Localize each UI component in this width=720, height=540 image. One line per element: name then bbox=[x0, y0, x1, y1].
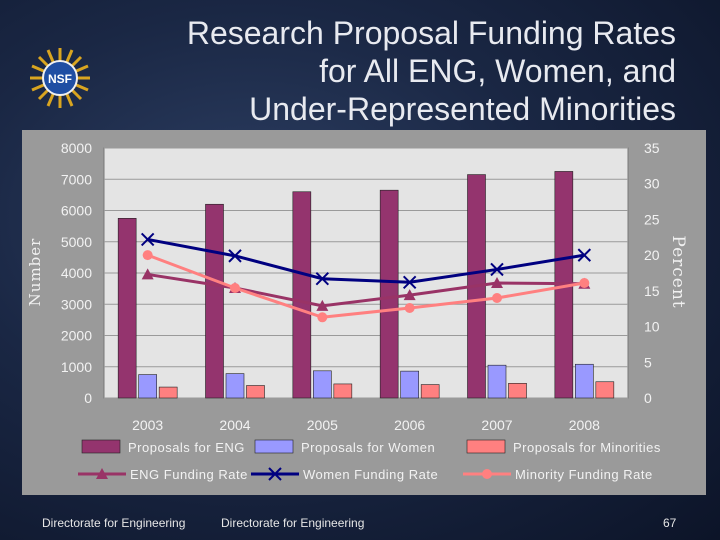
y2-tick-label: 25 bbox=[644, 211, 660, 227]
marker-circle bbox=[404, 303, 415, 313]
right-axis-ticks: 0 5 10 15 20 25 30 35 bbox=[644, 140, 660, 406]
y2-axis-title: Percent bbox=[668, 235, 688, 308]
bar bbox=[138, 374, 157, 399]
y-tick-label: 8000 bbox=[61, 140, 92, 156]
legend-label: Proposals for ENG bbox=[128, 440, 245, 455]
marker-x bbox=[490, 262, 504, 277]
bar bbox=[333, 383, 353, 399]
y2-tick-label: 20 bbox=[644, 247, 660, 263]
legend-swatch bbox=[81, 439, 121, 454]
y-tick-label: 0 bbox=[84, 390, 92, 406]
x-tick-label: 2004 bbox=[219, 417, 250, 433]
bar bbox=[379, 189, 399, 399]
y2-tick-label: 0 bbox=[644, 390, 652, 406]
bar bbox=[420, 384, 440, 399]
marker-circle bbox=[142, 250, 153, 261]
marker-circle bbox=[230, 283, 240, 293]
marker-x bbox=[140, 232, 155, 247]
y2-tick-label: 15 bbox=[644, 283, 660, 299]
marker-triangle bbox=[491, 277, 503, 288]
y2-tick-label: 5 bbox=[644, 354, 652, 370]
left-axis-ticks: 0 1000 2000 3000 4000 5000 6000 7000 8000 bbox=[61, 140, 92, 406]
footer-center: Directorate for Engineering bbox=[221, 516, 365, 530]
marker-x bbox=[402, 275, 417, 289]
marker-triangle bbox=[403, 289, 416, 301]
nsf-logo-globe bbox=[42, 60, 78, 96]
series-line bbox=[147, 272, 585, 308]
y-axis-title: Number bbox=[26, 238, 44, 307]
nsf-logo-text: NSF bbox=[48, 72, 72, 86]
y-tick-label: 7000 bbox=[61, 171, 92, 187]
bar bbox=[595, 381, 615, 399]
marker-triangle bbox=[96, 468, 108, 479]
x-tick-label: 2006 bbox=[394, 417, 425, 433]
bar bbox=[487, 364, 507, 399]
marker-x bbox=[315, 272, 330, 286]
bar bbox=[117, 218, 137, 399]
marker-circle bbox=[317, 312, 328, 323]
line-series bbox=[140, 232, 592, 323]
nsf-logo: NSF bbox=[30, 48, 90, 108]
title-line-3: Under-Represented Minorities bbox=[249, 91, 676, 127]
title-line-2: for All ENG, Women, and bbox=[319, 53, 676, 89]
legend-label: Proposals for Minorities bbox=[513, 440, 661, 455]
y-tick-label: 4000 bbox=[61, 265, 92, 281]
bar bbox=[508, 383, 527, 399]
bar bbox=[400, 370, 419, 399]
chart-panel: 0 1000 2000 3000 4000 5000 6000 7000 8000 0 5 10 15… bbox=[22, 130, 706, 495]
y-tick-label: 2000 bbox=[61, 328, 92, 344]
series-line bbox=[147, 253, 585, 319]
series-line bbox=[147, 237, 585, 284]
title-line-1: Research Proposal Funding Rates bbox=[186, 15, 676, 51]
footer-left: Directorate for Engineering bbox=[42, 516, 186, 530]
legend-label: ENG Funding Rate bbox=[130, 467, 248, 482]
bar bbox=[246, 385, 265, 399]
y2-tick-label: 35 bbox=[644, 140, 660, 156]
bar bbox=[158, 386, 178, 399]
y-tick-label: 6000 bbox=[61, 203, 92, 219]
bar bbox=[205, 203, 224, 399]
bar bbox=[292, 191, 312, 399]
marker-triangle bbox=[316, 299, 329, 311]
x-tick-label: 2003 bbox=[132, 417, 163, 433]
y2-tick-label: 10 bbox=[644, 319, 660, 335]
x-tick-label: 2005 bbox=[307, 417, 338, 433]
legend-swatch bbox=[466, 439, 506, 454]
gridlines bbox=[104, 147, 628, 399]
y-tick-label: 3000 bbox=[61, 296, 92, 312]
marker-x bbox=[268, 467, 282, 481]
slide-title: Research Proposal Funding Rates for All … bbox=[110, 14, 676, 128]
legend-label: Minority Funding Rate bbox=[515, 467, 653, 482]
bar bbox=[575, 363, 594, 399]
marker-x bbox=[577, 248, 592, 262]
marker-triangle bbox=[141, 268, 154, 280]
funding-chart: 0 1000 2000 3000 4000 5000 6000 7000 8000 0 5 10 15… bbox=[26, 140, 688, 482]
bar bbox=[225, 373, 245, 399]
x-axis-ticks: 2003 2004 2005 2006 2007 2008 bbox=[132, 417, 600, 433]
y-tick-label: 5000 bbox=[61, 234, 92, 250]
legend-swatch bbox=[254, 439, 294, 454]
y-tick-label: 1000 bbox=[61, 359, 92, 375]
y2-tick-label: 30 bbox=[644, 176, 660, 192]
legend-label: Proposals for Women bbox=[301, 440, 435, 455]
marker-circle bbox=[579, 278, 590, 288]
x-tick-label: 2008 bbox=[569, 417, 600, 433]
bar bbox=[313, 370, 332, 399]
legend: Proposals for ENG Proposals for Women Prop… bbox=[78, 439, 661, 482]
marker-circle bbox=[482, 469, 492, 479]
legend-label: Women Funding Rate bbox=[303, 467, 438, 482]
x-tick-label: 2007 bbox=[481, 417, 512, 433]
page-number: 67 bbox=[663, 516, 677, 530]
marker-circle bbox=[492, 293, 502, 303]
marker-x bbox=[228, 249, 242, 263]
